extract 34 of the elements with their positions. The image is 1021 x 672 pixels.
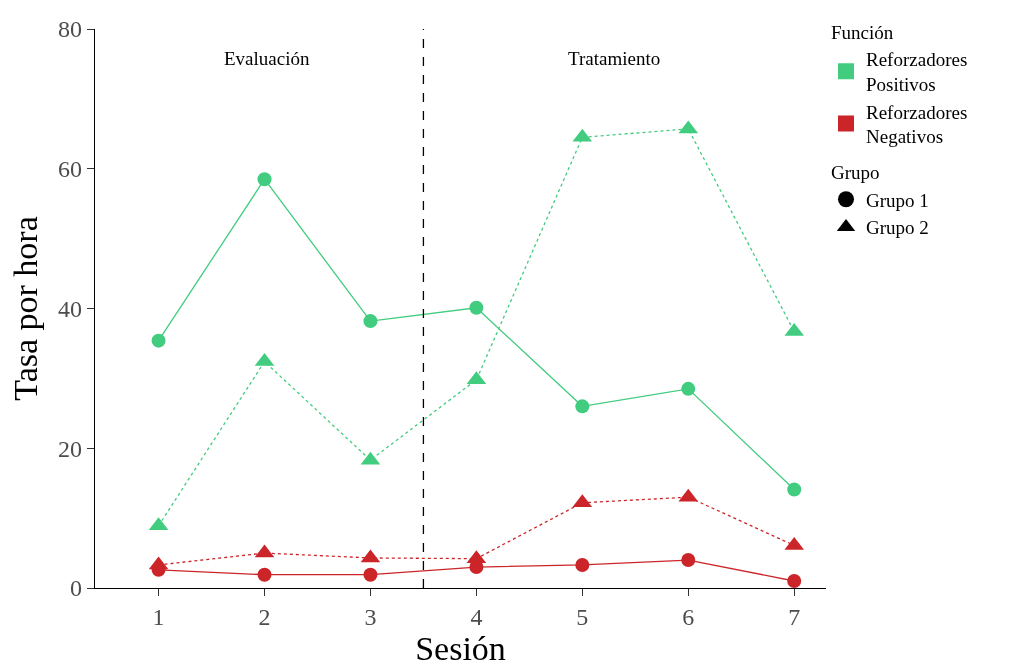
point	[469, 300, 484, 315]
x-tick-label: 6	[682, 603, 695, 630]
point	[575, 557, 590, 572]
x-axis-title: Sesión	[415, 629, 506, 667]
legend-label: Reforzadores Negativos	[866, 101, 968, 148]
annotation: Tratamiento	[568, 48, 661, 69]
legend-label: Reforzadores Positivos	[866, 49, 968, 95]
x-tick-label: 3	[364, 603, 377, 630]
legend-label: Grupo 1	[866, 189, 929, 211]
x-tick-label: 1	[152, 603, 165, 630]
point	[363, 567, 378, 582]
annotation: Evaluación	[224, 48, 310, 69]
point	[787, 482, 802, 497]
legend-label: Grupo 2	[866, 217, 929, 239]
y-tick-label: 40	[58, 295, 83, 322]
point	[257, 172, 272, 187]
y-tick-label: 60	[58, 156, 83, 183]
y-axis-title: Tasa por hora	[6, 216, 44, 401]
point	[681, 553, 696, 568]
point	[363, 314, 378, 329]
point	[575, 399, 590, 414]
x-tick-label: 5	[576, 603, 589, 630]
point	[681, 381, 696, 396]
y-tick-label: 0	[70, 575, 83, 602]
x-tick-label: 4	[470, 603, 483, 630]
text: Función	[831, 21, 894, 43]
point	[787, 574, 802, 588]
y-tick-label: 80	[58, 16, 83, 43]
x-tick-label: 7	[788, 603, 801, 630]
text: Grupo	[831, 161, 880, 183]
y-tick-label: 20	[58, 435, 83, 462]
x-tick-label: 2	[258, 603, 271, 630]
point	[151, 333, 166, 348]
point	[257, 567, 272, 582]
